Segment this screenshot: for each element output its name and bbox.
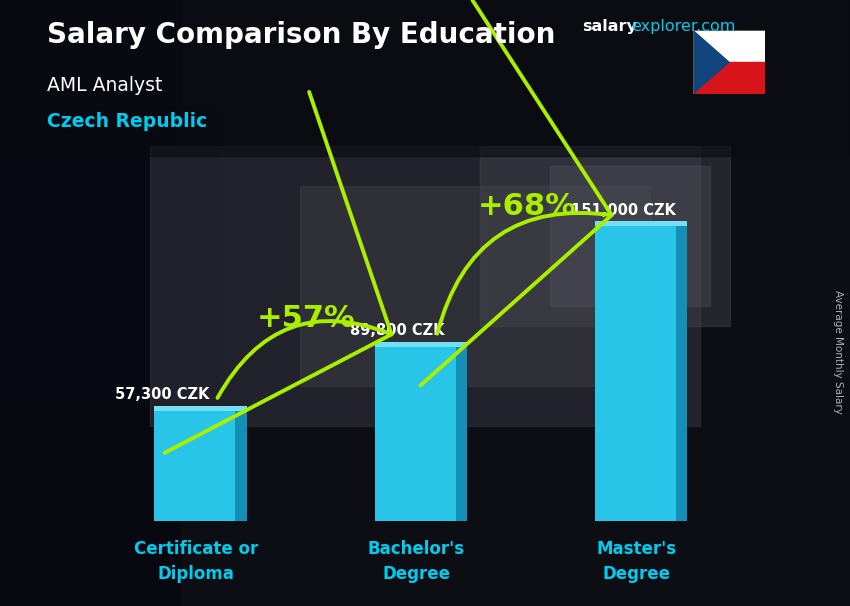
Text: 57,300 CZK: 57,300 CZK <box>115 387 209 402</box>
Bar <box>456 344 467 521</box>
Text: Czech Republic: Czech Republic <box>47 112 207 131</box>
Bar <box>235 408 246 521</box>
Bar <box>0 0 850 156</box>
Text: 89,800 CZK: 89,800 CZK <box>350 324 445 338</box>
Bar <box>375 342 467 347</box>
Bar <box>550 166 710 306</box>
Text: 151,000 CZK: 151,000 CZK <box>570 203 676 218</box>
Bar <box>693 62 765 94</box>
Text: +57%: +57% <box>257 304 355 333</box>
Bar <box>0 0 180 606</box>
Bar <box>154 406 246 411</box>
Text: salary: salary <box>582 19 638 35</box>
Text: Average Monthly Salary: Average Monthly Salary <box>833 290 843 413</box>
Text: explorer.com: explorer.com <box>631 19 735 35</box>
Bar <box>693 30 765 62</box>
Text: +68%: +68% <box>478 191 576 221</box>
Bar <box>154 408 238 521</box>
Bar <box>0 106 220 406</box>
Bar <box>480 146 730 326</box>
Bar <box>595 224 679 521</box>
Polygon shape <box>693 30 728 94</box>
Bar <box>595 222 688 226</box>
Bar <box>150 146 700 426</box>
Text: AML Analyst: AML Analyst <box>47 76 162 95</box>
Bar <box>375 344 458 521</box>
Bar <box>676 224 688 521</box>
Text: Salary Comparison By Education: Salary Comparison By Education <box>47 21 555 49</box>
Bar <box>300 186 650 386</box>
